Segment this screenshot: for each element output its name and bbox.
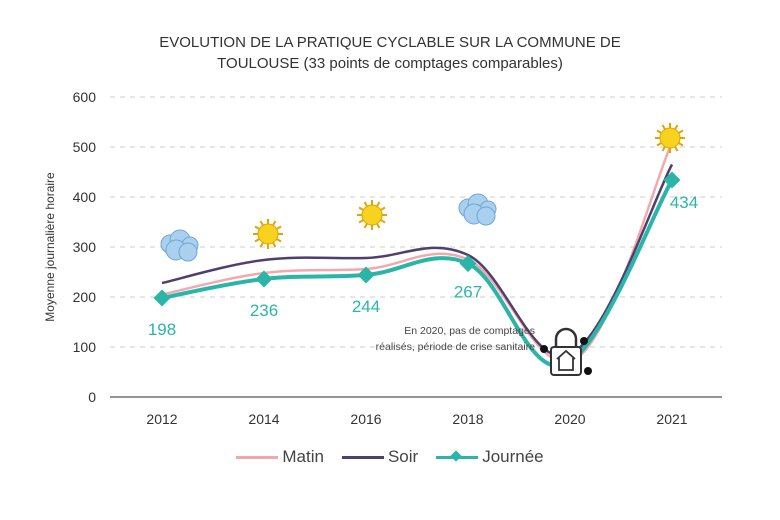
y-axis-label: Moyenne journalière horaire	[43, 172, 57, 322]
series-line-soir	[161, 163, 674, 358]
legend-label: Matin	[282, 447, 324, 466]
annotation-line: En 2020, pas de comptages	[404, 325, 535, 337]
title-line: TOULOUSE (33 points de comptages compara…	[217, 55, 563, 72]
data-label: 267	[454, 283, 482, 302]
x-tick-label: 2018	[452, 411, 483, 427]
legend-label: Soir	[387, 447, 419, 466]
cloud-icon	[160, 229, 199, 262]
data-point	[153, 289, 171, 307]
y-tick-label: 100	[73, 339, 97, 355]
chart-title: EVOLUTION DE LA PRATIQUE CYCLABLE SUR LA…	[0, 32, 780, 74]
y-tick-label: 400	[73, 189, 97, 205]
y-tick-label: 200	[73, 289, 97, 305]
legend: Matin Soir Journée	[0, 447, 780, 467]
data-point	[663, 171, 681, 189]
y-tick-label: 500	[73, 139, 97, 155]
x-tick-label: 2021	[656, 411, 687, 427]
legend-item-soir: Soir	[341, 447, 419, 467]
sun-icon	[655, 123, 685, 153]
legend-item-journee: Journée	[436, 447, 544, 467]
x-tick-label: 2016	[350, 411, 381, 427]
annotation: En 2020, pas de comptages réalisés, péri…	[355, 323, 535, 355]
legend-label: Journée	[482, 447, 544, 466]
y-tick-label: 300	[73, 239, 97, 255]
legend-swatch	[236, 455, 279, 459]
lock-house-icon	[540, 327, 592, 376]
sun-icon	[357, 200, 387, 230]
data-label: 236	[250, 301, 278, 320]
cloud-icon	[458, 193, 497, 226]
data-point	[459, 255, 477, 272]
y-tick-label: 600	[73, 89, 97, 105]
title-line: EVOLUTION DE LA PRATIQUE CYCLABLE SUR LA…	[159, 34, 621, 51]
sun-icon	[253, 219, 283, 249]
x-tick-label: 2020	[554, 411, 585, 427]
legend-swatch	[341, 455, 384, 459]
legend-swatch	[436, 449, 479, 462]
x-tick-label: 2014	[248, 411, 279, 427]
x-tick-label: 2012	[146, 411, 177, 427]
data-label: 434	[670, 193, 698, 212]
annotation-line: réalisés, période de crise sanitaire	[375, 341, 535, 353]
data-label: 198	[148, 320, 176, 339]
data-point	[357, 266, 375, 284]
y-tick-label: 0	[88, 389, 96, 405]
data-point	[255, 270, 273, 288]
data-label: 244	[352, 297, 380, 316]
legend-item-matin: Matin	[236, 447, 324, 467]
